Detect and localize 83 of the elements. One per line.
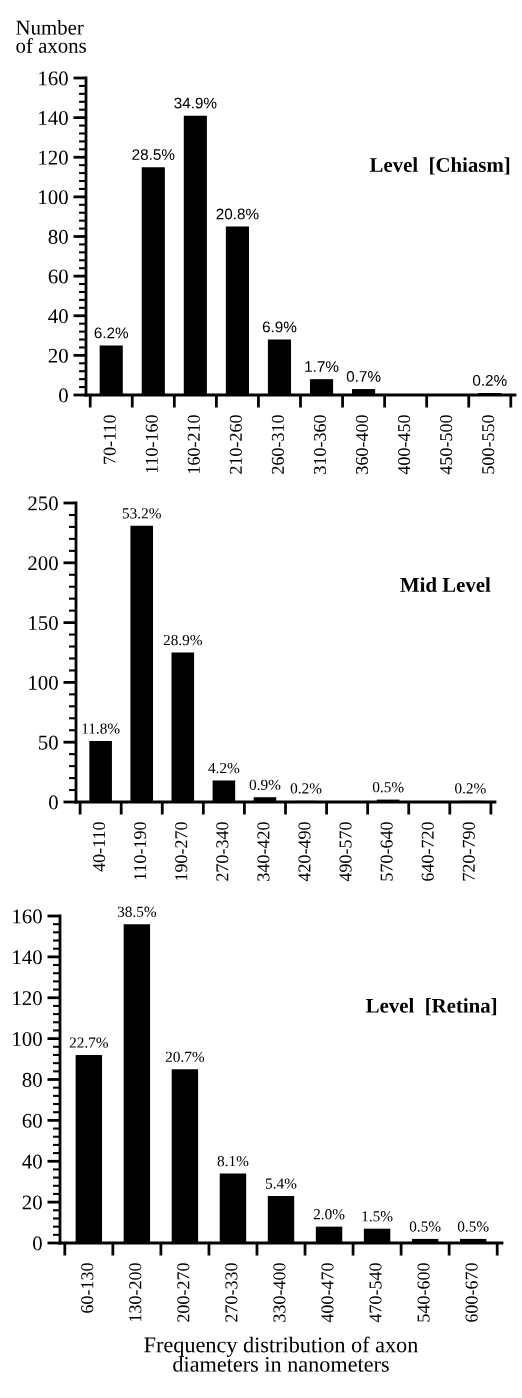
- x-tick-label: 400-470: [321, 1263, 334, 1323]
- annotation: 28.9%: [163, 634, 203, 646]
- y-tick-label: 140: [39, 111, 68, 126]
- x-tick-label: 310-360: [313, 415, 327, 474]
- annotation: 6.9%: [262, 321, 297, 333]
- x-tick-label: 570-640: [380, 822, 393, 881]
- annotation: 8.1%: [217, 1155, 249, 1167]
- annotation: 0.2%: [472, 375, 507, 386]
- x-tick-label: 190-270: [175, 822, 188, 881]
- x-tick-label: 210-260: [229, 415, 242, 474]
- x-tick-label: 720-790: [462, 822, 475, 881]
- y-tick-label: 100: [39, 190, 68, 205]
- x-tick-label: 500-550: [482, 415, 495, 474]
- x-tick-label: 640-720: [421, 822, 434, 881]
- text: Level [Retina]: [366, 998, 497, 1016]
- annotation: 0.2%: [455, 783, 486, 794]
- y-tick-label: 120: [13, 991, 42, 1006]
- x-tick-label: 540-600: [417, 1263, 430, 1322]
- text: Level [Chiasm]: [369, 157, 510, 175]
- y-tick-label: 150: [29, 615, 58, 631]
- x-tick-label: 330-400: [273, 1263, 286, 1322]
- y-tick-label: 120: [39, 150, 68, 165]
- y-tick-label: 50: [39, 735, 58, 750]
- y-tick-label: 100: [29, 675, 58, 690]
- x-tick-label: 270-340: [216, 822, 229, 881]
- y-tick-label: 0: [33, 1236, 42, 1251]
- x-tick-label: 600-670: [465, 1263, 478, 1322]
- x-tick-label: 110-190: [134, 822, 147, 880]
- annotation: 0.5%: [409, 1221, 441, 1232]
- annotation: 28.5%: [132, 149, 175, 160]
- x-tick-label: 450-500: [440, 415, 453, 475]
- y-tick-label: 80: [22, 1072, 42, 1087]
- y-tick-label: 160: [13, 909, 42, 924]
- y-tick-label: 60: [22, 1113, 42, 1128]
- y-tick-label: 20: [22, 1195, 42, 1210]
- y-tick-label: 0: [49, 795, 58, 810]
- x-tick-label: 340-420: [257, 822, 270, 881]
- x-tick-label: 260-310: [271, 415, 284, 474]
- annotation: 34.9%: [174, 97, 217, 109]
- annotation: 0.9%: [249, 779, 281, 791]
- annotation: 22.7%: [69, 1037, 109, 1048]
- x-tick-label: 420-490: [298, 822, 311, 882]
- y-tick-label: 20: [48, 348, 68, 363]
- x-tick-label: 110-160: [145, 415, 158, 473]
- x-tick-label: 270-330: [225, 1263, 238, 1322]
- x-tick-label: 60-130: [81, 1263, 94, 1313]
- y-tick-label: 250: [28, 496, 58, 511]
- annotation: 20.8%: [216, 208, 259, 220]
- text: Mid Level: [400, 577, 491, 592]
- y-tick-label: 100: [13, 1032, 42, 1047]
- annotation: 0.5%: [457, 1221, 489, 1232]
- x-tick-label: 470-540: [369, 1263, 382, 1323]
- y-tick-label: 60: [48, 269, 68, 284]
- x-axis-title: Frequency distribution of axon diameters in nanometers: [144, 1336, 418, 1372]
- annotation: 4.2%: [208, 762, 240, 774]
- y-tick-label: 80: [48, 229, 68, 244]
- annotation: 0.2%: [290, 783, 322, 794]
- annotation: 11.8%: [82, 723, 120, 734]
- y-tick-label: 40: [22, 1154, 42, 1169]
- annotation: 6.2%: [94, 327, 129, 339]
- x-tick-label: 200-270: [177, 1263, 190, 1322]
- y-tick-label: 140: [13, 950, 42, 965]
- annotation: 0.5%: [372, 782, 404, 793]
- annotation: 38.5%: [117, 906, 157, 917]
- x-tick-label: 70-110: [103, 415, 116, 464]
- annotation: 0.7%: [346, 371, 381, 382]
- x-tick-label: 160-210: [187, 415, 200, 474]
- annotation: 1.5%: [362, 1211, 393, 1222]
- x-tick-label: 400-450: [397, 415, 411, 475]
- y-axis-title: Number of axons: [16, 20, 86, 53]
- annotation: 5.4%: [265, 1178, 297, 1189]
- annotation: 20.7%: [165, 1051, 205, 1063]
- annotation: 1.7%: [305, 361, 339, 372]
- annotation: 2.0%: [313, 1209, 345, 1220]
- x-tick-label: 360-400: [355, 415, 369, 474]
- x-tick-label: 40-110: [92, 822, 106, 872]
- x-tick-label: 490-570: [339, 822, 352, 882]
- x-tick-label: 130-200: [129, 1263, 142, 1322]
- y-tick-label: 160: [39, 71, 68, 86]
- y-tick-label: 40: [48, 309, 68, 324]
- y-tick-label: 0: [59, 388, 68, 403]
- y-tick-label: 200: [28, 556, 58, 571]
- annotation: 53.2%: [122, 508, 161, 519]
